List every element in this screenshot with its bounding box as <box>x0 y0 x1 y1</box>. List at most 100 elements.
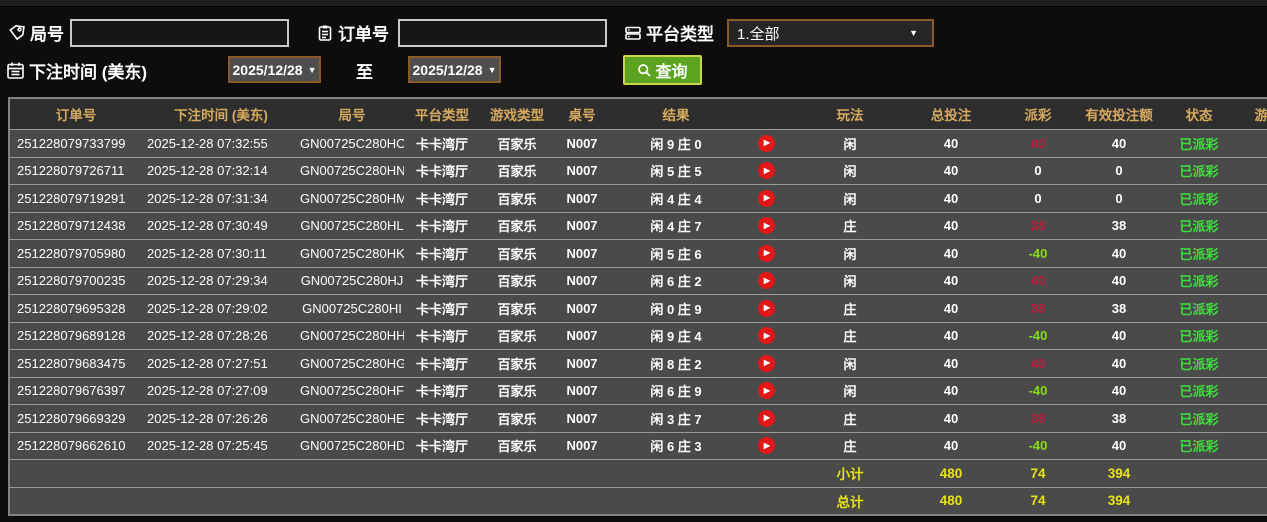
cell-round: GN00725C280HD <box>300 438 404 454</box>
col-header-time: 下注时间 (美东) <box>174 108 268 123</box>
date-from-select[interactable]: 2025/12/28 ▼ <box>228 56 321 83</box>
calendar-icon <box>6 61 25 80</box>
cell-round: GN00725C280HJ <box>300 273 404 289</box>
play-video-icon[interactable]: ▶ <box>758 272 775 290</box>
cell-table: N007 <box>566 383 598 399</box>
col-header-order: 订单号 <box>55 108 97 123</box>
subtotal-label: 小计 <box>836 467 864 483</box>
cell-round: GN00725C280HI <box>302 300 402 316</box>
table-header-row: 订单号 下注时间 (美东) 局号 平台类型 游戏类型 桌号 结果 玩法 总投注 … <box>10 99 1267 130</box>
table-row: 251228079662610 2025-12-28 07:25:45 GN00… <box>10 432 1267 460</box>
cell-payout: -40 <box>1028 328 1048 344</box>
cell-payout: 0 <box>1034 163 1042 179</box>
cell-bet: 40 <box>943 410 959 426</box>
cell-platform: 卡卡湾厅 <box>415 384 468 400</box>
cell-platform: 卡卡湾厅 <box>415 246 468 262</box>
platform-filter-group: 平台类型 <box>624 20 714 45</box>
cell-valid: 40 <box>1111 438 1127 454</box>
cell-game: 百家乐 <box>497 219 537 235</box>
cell-order: 251228079726711 <box>17 163 125 179</box>
play-video-icon[interactable]: ▶ <box>758 189 775 207</box>
col-header-payout: 派彩 <box>1024 108 1052 123</box>
play-video-icon[interactable]: ▶ <box>758 437 775 455</box>
table-body: 251228079733799 2025-12-28 07:32:55 GN00… <box>10 130 1267 460</box>
cell-payout: -40 <box>1028 383 1048 399</box>
cell-table: N007 <box>566 245 598 261</box>
play-video-icon[interactable]: ▶ <box>758 354 775 372</box>
chevron-down-icon: ▼ <box>909 28 918 38</box>
date-from-value: 2025/12/28 <box>232 61 303 78</box>
order-input[interactable] <box>398 19 607 47</box>
result-text: 闲 6 庄 9 <box>650 384 702 400</box>
subtotal-payout: 74 <box>1030 465 1046 481</box>
order-filter-label: 订单号 <box>338 25 389 44</box>
total-payout: 74 <box>1030 493 1046 509</box>
cell-bet: 40 <box>943 438 959 454</box>
cell-valid: 40 <box>1111 383 1127 399</box>
cell-bet: 40 <box>943 328 959 344</box>
cell-time: 2025-12-28 07:32:14 <box>147 163 268 179</box>
cell-payout: 40 <box>1030 355 1046 371</box>
cell-result: 闲 8 庄 2 ▶ <box>610 354 810 373</box>
play-video-icon[interactable]: ▶ <box>758 409 775 427</box>
total-valid: 394 <box>1107 493 1131 509</box>
play-video-icon[interactable]: ▶ <box>758 382 775 400</box>
cell-bet: 40 <box>943 300 959 316</box>
cell-bet: 40 <box>943 355 959 371</box>
cell-result: 闲 0 庄 9 ▶ <box>610 299 810 318</box>
cell-status: 已派彩 <box>1179 329 1219 345</box>
platform-select-value: 1.全部 <box>737 25 780 43</box>
cell-play: 闲 <box>843 356 857 372</box>
play-video-icon[interactable]: ▶ <box>758 134 775 152</box>
table-row: 251228079683475 2025-12-28 07:27:51 GN00… <box>10 350 1267 378</box>
result-text: 闲 6 庄 3 <box>650 439 702 455</box>
cell-round: GN00725C280HO <box>300 135 404 151</box>
result-text: 闲 5 庄 6 <box>650 246 702 262</box>
cell-play: 庄 <box>843 329 857 345</box>
round-filter-group: 局号 <box>8 20 64 45</box>
cell-platform: 卡卡湾厅 <box>415 356 468 372</box>
round-input[interactable] <box>70 19 289 47</box>
cell-play: 闲 <box>843 384 857 400</box>
platform-select[interactable]: 1.全部 ▼ <box>727 19 934 47</box>
cell-payout: -40 <box>1028 245 1048 261</box>
cell-time: 2025-12-28 07:31:34 <box>147 190 268 206</box>
table-row: 251228079689128 2025-12-28 07:28:26 GN00… <box>10 322 1267 350</box>
cell-status: 已派彩 <box>1179 219 1219 235</box>
cell-table: N007 <box>566 190 598 206</box>
cell-status: 已派彩 <box>1179 274 1219 290</box>
play-video-icon[interactable]: ▶ <box>758 217 775 235</box>
bet-time-filter-group: 下注时间 (美东) <box>6 58 147 83</box>
col-header-valid: 有效投注额 <box>1085 108 1153 123</box>
cell-order: 251228079712438 <box>17 218 126 234</box>
cell-table: N007 <box>566 218 598 234</box>
query-button[interactable]: 查询 <box>623 55 702 85</box>
col-header-status: 状态 <box>1185 108 1213 123</box>
col-header-round: 局号 <box>338 108 366 123</box>
cell-platform: 卡卡湾厅 <box>415 411 468 427</box>
cell-table: N007 <box>566 273 598 289</box>
top-edge-strip <box>0 0 1267 7</box>
cell-valid: 40 <box>1111 328 1127 344</box>
col-header-table: 桌号 <box>568 108 596 123</box>
play-video-icon[interactable]: ▶ <box>758 299 775 317</box>
col-header-result: 结果 <box>662 108 690 123</box>
cell-platform: 卡卡湾厅 <box>415 439 468 455</box>
result-text: 闲 8 庄 2 <box>650 356 702 372</box>
cell-result: 闲 9 庄 4 ▶ <box>610 326 810 345</box>
play-video-icon[interactable]: ▶ <box>758 327 775 345</box>
cell-order: 251228079705980 <box>17 245 126 261</box>
table-row: 251228079733799 2025-12-28 07:32:55 GN00… <box>10 130 1267 158</box>
cell-payout: 0 <box>1034 190 1042 206</box>
cell-play: 闲 <box>843 164 857 180</box>
play-video-icon[interactable]: ▶ <box>758 244 775 262</box>
cell-status: 已派彩 <box>1179 384 1219 400</box>
cell-order: 251228079733799 <box>17 135 126 151</box>
cell-platform: 卡卡湾厅 <box>415 301 468 317</box>
play-video-icon[interactable]: ▶ <box>758 162 775 180</box>
date-to-select[interactable]: 2025/12/28 ▼ <box>408 56 501 83</box>
cell-valid: 38 <box>1111 410 1127 426</box>
table-row: 251228079705980 2025-12-28 07:30:11 GN00… <box>10 240 1267 268</box>
cell-game: 百家乐 <box>497 164 537 180</box>
cell-game: 百家乐 <box>497 356 537 372</box>
